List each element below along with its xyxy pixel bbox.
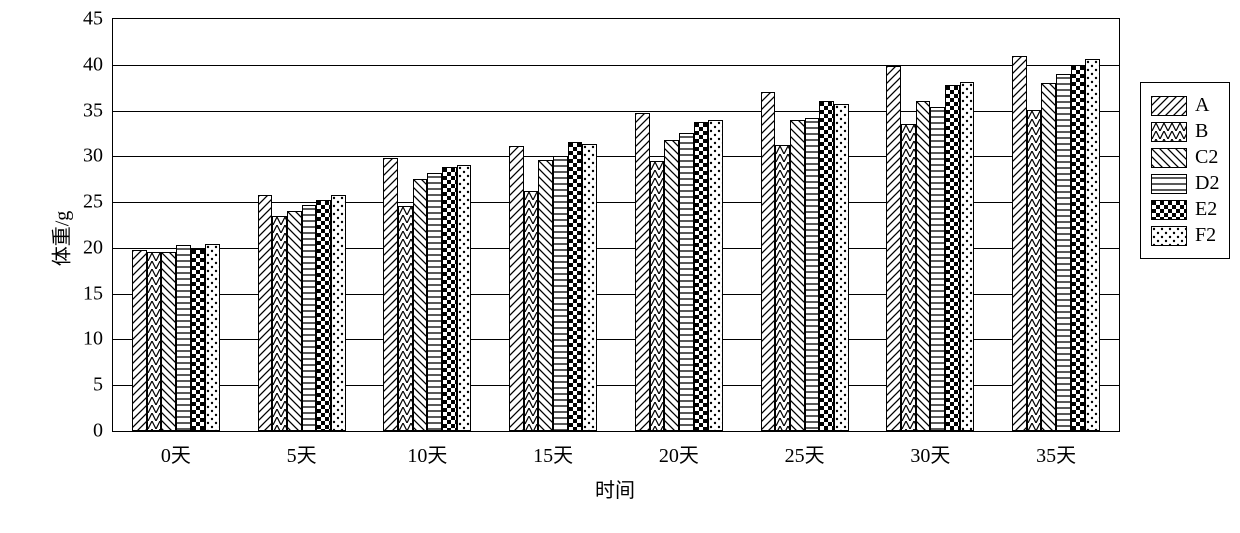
bar-D2 xyxy=(1056,74,1071,431)
bar-C2 xyxy=(664,140,679,431)
bar-D2 xyxy=(930,107,945,431)
bar-E2 xyxy=(568,142,583,431)
y-tick-label: 0 xyxy=(93,420,103,443)
bar-E2 xyxy=(945,85,960,431)
bar-E2 xyxy=(694,122,709,431)
bar-F2 xyxy=(1085,59,1100,431)
bar-A xyxy=(886,66,901,431)
x-tick-label: 15天 xyxy=(533,439,573,468)
legend-item-D2: D2 xyxy=(1151,172,1219,195)
bar-F2 xyxy=(834,104,849,431)
legend-swatch xyxy=(1151,96,1187,116)
bar-F2 xyxy=(205,244,220,431)
bar-B xyxy=(524,191,539,431)
legend-label: A xyxy=(1195,94,1209,117)
bar-D2 xyxy=(679,133,694,431)
x-tick-label: 20天 xyxy=(659,439,699,468)
legend-item-C2: C2 xyxy=(1151,146,1219,169)
bar-F2 xyxy=(960,82,975,431)
legend-label: F2 xyxy=(1195,224,1216,247)
legend-label: E2 xyxy=(1195,198,1217,221)
legend-swatch xyxy=(1151,148,1187,168)
legend-item-E2: E2 xyxy=(1151,198,1219,221)
bar-E2 xyxy=(316,200,331,431)
bar-E2 xyxy=(442,167,457,431)
x-tick-label: 10天 xyxy=(407,439,447,468)
bar-B xyxy=(650,161,665,431)
bar-E2 xyxy=(191,249,206,431)
legend-item-B: B xyxy=(1151,120,1219,143)
y-axis-label: 体重/g xyxy=(45,211,74,267)
y-tick-label: 15 xyxy=(83,282,103,305)
bar-F2 xyxy=(708,120,723,431)
x-tick-label: 5天 xyxy=(287,439,317,468)
bar-C2 xyxy=(287,211,302,431)
bar-D2 xyxy=(176,245,191,431)
y-tick-label: 25 xyxy=(83,191,103,214)
bar-B xyxy=(1027,110,1042,431)
bar-A xyxy=(132,250,147,431)
bar-D2 xyxy=(805,118,820,431)
legend-swatch xyxy=(1151,174,1187,194)
bar-C2 xyxy=(538,160,553,431)
bar-A xyxy=(258,195,273,431)
bar-A xyxy=(761,92,776,431)
bar-C2 xyxy=(161,252,176,431)
legend-swatch xyxy=(1151,122,1187,142)
y-tick-label: 35 xyxy=(83,99,103,122)
bar-D2 xyxy=(302,205,317,431)
legend-swatch xyxy=(1151,200,1187,220)
bar-F2 xyxy=(331,195,346,431)
bar-D2 xyxy=(553,156,568,431)
y-tick-label: 30 xyxy=(83,145,103,168)
bar-B xyxy=(147,252,162,431)
x-tick-label: 30天 xyxy=(910,439,950,468)
bar-B xyxy=(398,206,413,431)
x-tick-label: 25天 xyxy=(785,439,825,468)
bar-A xyxy=(1012,56,1027,431)
bar-D2 xyxy=(427,173,442,431)
y-tick-label: 40 xyxy=(83,53,103,76)
bar-B xyxy=(901,124,916,431)
bar-A xyxy=(383,158,398,431)
bar-B xyxy=(775,145,790,431)
bar-F2 xyxy=(457,165,472,431)
bar-B xyxy=(272,216,287,431)
x-axis-label: 时间 xyxy=(595,474,635,503)
legend-label: D2 xyxy=(1195,172,1219,195)
y-tick-label: 45 xyxy=(83,8,103,31)
legend-label: C2 xyxy=(1195,146,1218,169)
legend-item-A: A xyxy=(1151,94,1219,117)
x-tick-label: 0天 xyxy=(161,439,191,468)
y-tick-label: 10 xyxy=(83,328,103,351)
chart-plot-area: 0510152025303540450天5天10天15天20天25天30天35天 xyxy=(112,18,1120,432)
bar-E2 xyxy=(819,101,834,431)
bar-C2 xyxy=(790,120,805,431)
gridline xyxy=(113,65,1119,66)
bar-E2 xyxy=(1071,65,1086,431)
bar-A xyxy=(635,113,650,431)
legend-box: AB C2 D2 E2 F2 xyxy=(1140,82,1230,259)
bar-C2 xyxy=(916,101,931,431)
bar-F2 xyxy=(582,144,597,431)
legend-item-F2: F2 xyxy=(1151,224,1219,247)
legend-label: B xyxy=(1195,120,1208,143)
x-tick-label: 35天 xyxy=(1036,439,1076,468)
y-tick-label: 5 xyxy=(93,374,103,397)
bar-C2 xyxy=(1041,83,1056,431)
bar-C2 xyxy=(413,179,428,431)
bar-A xyxy=(509,146,524,431)
legend-swatch xyxy=(1151,226,1187,246)
y-tick-label: 20 xyxy=(83,236,103,259)
